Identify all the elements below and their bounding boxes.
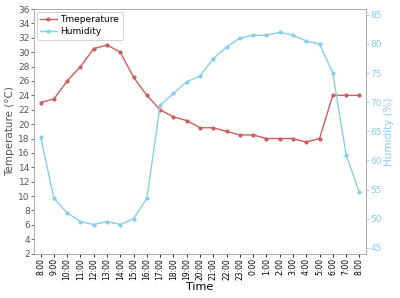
Humidity: [357, 191, 362, 194]
X-axis label: Time: Time: [186, 283, 214, 292]
Tmeperature: [131, 76, 136, 79]
Humidity: [344, 153, 348, 156]
Legend: Tmeperature, Humidity: Tmeperature, Humidity: [37, 12, 123, 40]
Tmeperature: [78, 65, 83, 68]
Humidity: [330, 71, 335, 75]
Tmeperature: [91, 47, 96, 50]
Tmeperature: [330, 94, 335, 97]
Tmeperature: [65, 79, 70, 83]
Y-axis label: Humidity (%): Humidity (%): [384, 97, 394, 166]
Tmeperature: [344, 94, 348, 97]
Tmeperature: [118, 50, 123, 54]
Humidity: [211, 57, 216, 60]
Line: Humidity: Humidity: [38, 30, 362, 226]
Humidity: [304, 39, 309, 43]
Humidity: [264, 33, 269, 37]
Humidity: [171, 92, 176, 95]
Humidity: [290, 33, 295, 37]
Tmeperature: [184, 119, 189, 122]
Humidity: [251, 33, 256, 37]
Humidity: [65, 211, 70, 215]
Humidity: [317, 42, 322, 46]
Humidity: [238, 36, 242, 40]
Humidity: [224, 45, 229, 49]
Humidity: [158, 103, 162, 107]
Humidity: [198, 74, 202, 78]
Humidity: [144, 196, 149, 200]
Tmeperature: [317, 137, 322, 140]
Humidity: [105, 220, 110, 224]
Tmeperature: [277, 137, 282, 140]
Tmeperature: [264, 137, 269, 140]
Tmeperature: [198, 126, 202, 130]
Line: Tmeperature: Tmeperature: [38, 43, 362, 144]
Humidity: [184, 80, 189, 84]
Tmeperature: [52, 97, 56, 101]
Tmeperature: [105, 43, 110, 47]
Humidity: [78, 220, 83, 224]
Humidity: [91, 223, 96, 226]
Tmeperature: [304, 140, 309, 144]
Tmeperature: [158, 108, 162, 111]
Humidity: [131, 217, 136, 221]
Tmeperature: [211, 126, 216, 130]
Humidity: [38, 135, 43, 139]
Tmeperature: [38, 101, 43, 104]
Tmeperature: [357, 94, 362, 97]
Tmeperature: [224, 130, 229, 133]
Humidity: [118, 223, 123, 226]
Humidity: [277, 31, 282, 34]
Tmeperature: [238, 133, 242, 137]
Tmeperature: [144, 94, 149, 97]
Tmeperature: [171, 115, 176, 119]
Humidity: [52, 196, 56, 200]
Tmeperature: [290, 137, 295, 140]
Tmeperature: [251, 133, 256, 137]
Y-axis label: Temperature (°C): Temperature (°C): [6, 86, 16, 176]
